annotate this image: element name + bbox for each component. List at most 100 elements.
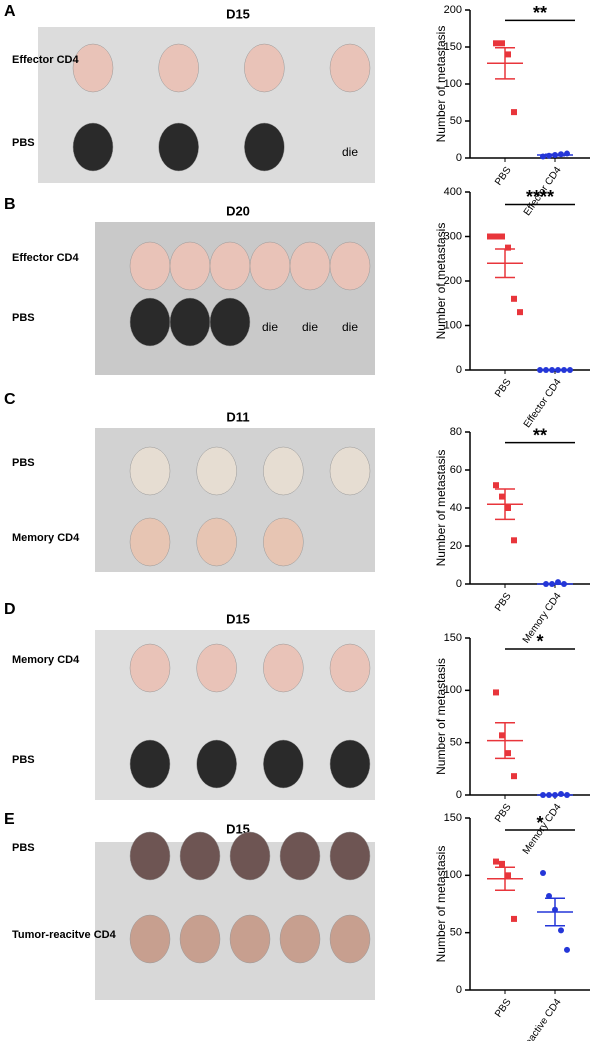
photo-note: die [342,320,358,334]
y-tick-label: 60 [450,464,462,476]
y-tick-label: 150 [444,812,462,824]
y-tick-label: 20 [450,540,462,552]
photo-title: D20 [226,203,250,218]
data-point [564,946,570,953]
photo-row-label: PBS [12,754,35,766]
lung [129,297,171,347]
photo-row-label: Memory CD4 [12,532,80,544]
lung [263,739,304,789]
lung [209,297,251,347]
x-tick-label: PBS [493,997,514,1020]
y-tick-label: 50 [450,927,462,939]
data-point [505,51,511,58]
data-point [499,40,505,47]
data-point [546,892,552,899]
lung [129,643,171,693]
data-point [505,872,511,879]
photo-row-label: PBS [12,312,35,324]
lung [179,914,221,964]
significance: ** [533,425,547,445]
panel-letter: E [4,811,15,828]
lung [196,643,237,693]
panel-letter: C [4,391,16,408]
data-point [493,689,499,696]
y-axis-label: Number of metastasis [434,846,448,963]
y-tick-label: 100 [444,684,462,696]
photo-title: D11 [226,409,249,424]
y-tick-label: 0 [456,152,462,164]
lung [263,446,304,496]
data-point [505,505,511,511]
significance: **** [526,187,554,207]
y-tick-label: 0 [456,578,462,590]
y-tick-label: 150 [444,632,462,644]
lung [169,241,211,291]
lung [72,43,114,93]
data-point [499,860,505,867]
data-point [493,858,499,865]
y-tick-label: 400 [444,186,462,198]
y-tick-label: 150 [444,41,462,53]
photo-note: die [302,320,318,334]
lung [329,739,371,789]
lung [244,122,285,172]
significance: * [536,813,543,833]
lung [289,241,331,291]
lung [158,43,199,93]
data-point [493,233,499,240]
significance: * [536,632,543,652]
lung [196,446,237,496]
lung [129,517,171,567]
photo-row-label: Memory CD4 [12,654,80,666]
lung [229,831,271,881]
lung [129,446,171,496]
lung [329,643,371,693]
lung [329,831,371,881]
photo-row-label: PBS [12,137,35,149]
x-tick-label: PBS [493,802,514,825]
photo-row-label: Effector CD4 [12,54,80,66]
y-tick-label: 100 [444,869,462,881]
y-tick-label: 200 [444,4,462,16]
photo-note: die [342,145,358,159]
data-point [505,244,511,251]
y-axis-label: Number of metastasis [434,658,448,775]
y-tick-label: 50 [450,737,462,749]
y-tick-label: 300 [444,230,462,242]
lung [249,241,291,291]
lung [158,122,199,172]
y-tick-label: 200 [444,275,462,287]
y-axis-label: Number of metastasis [434,26,448,143]
data-point [499,233,505,240]
lung [209,241,251,291]
y-axis-label: Number of metastasis [434,223,448,340]
lung [329,43,371,93]
lung [279,831,321,881]
data-point [493,482,499,489]
lung [196,739,237,789]
photo-row-label: PBS [12,842,35,854]
lung [196,517,237,567]
lung [263,643,304,693]
data-point [487,233,493,240]
y-tick-label: 40 [450,502,462,514]
lung [229,914,271,964]
data-point [511,773,517,780]
lung [329,241,371,291]
photo-title: D15 [226,611,250,626]
photo-title: D15 [226,821,250,836]
lung [329,446,371,496]
lung [72,122,114,172]
y-tick-label: 0 [456,984,462,996]
lung [244,43,285,93]
significance: ** [533,3,547,23]
x-tick-label: PBS [493,591,514,614]
lung [129,914,171,964]
lung [129,241,171,291]
lung [263,517,304,567]
panel-letter: A [4,3,16,20]
data-point [505,750,511,757]
lung [129,831,171,881]
data-point [511,109,517,116]
data-point [511,915,517,922]
